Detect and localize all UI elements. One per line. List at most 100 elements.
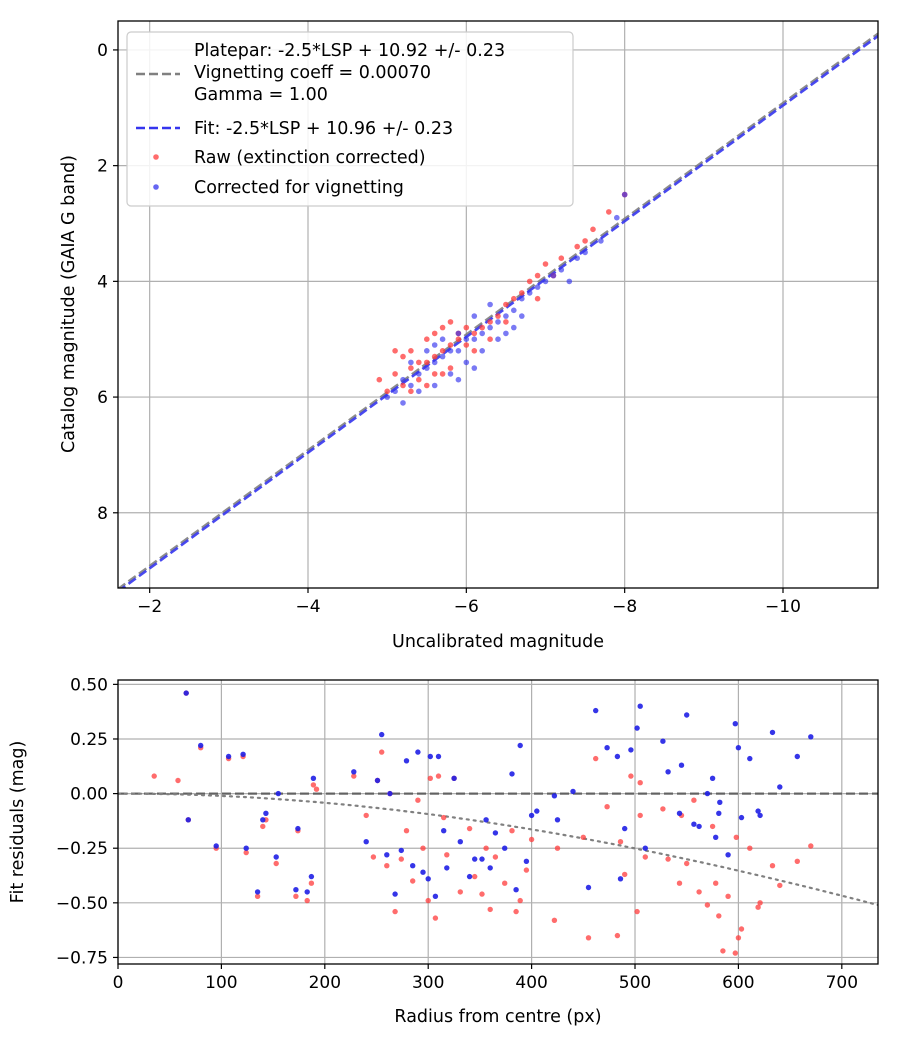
legend: Platepar: -2.5*LSP + 10.92 +/- 0.23 Vign… — [126, 31, 574, 207]
corrected-point — [534, 808, 540, 814]
corrected-point — [509, 771, 515, 777]
corrected-point — [431, 342, 438, 348]
raw-point — [585, 935, 592, 941]
raw-point — [447, 319, 454, 325]
raw-point — [735, 935, 742, 941]
x-tick-label: −2 — [137, 597, 162, 617]
corrected-point — [717, 799, 723, 805]
corrected-point — [444, 865, 450, 871]
corrected-point — [582, 249, 588, 256]
corrected-point — [598, 238, 604, 244]
corrected-point — [691, 821, 697, 827]
raw-point — [637, 780, 643, 786]
corrected-point — [416, 388, 422, 395]
raw-point — [439, 348, 446, 354]
raw-point — [713, 880, 719, 886]
raw-point — [483, 845, 489, 851]
raw-point — [466, 825, 473, 832]
corrected-point — [511, 324, 517, 331]
x-tick-label: 500 — [619, 973, 651, 993]
corrected-point — [621, 191, 628, 198]
raw-point — [370, 854, 377, 860]
corrected-point — [725, 852, 731, 858]
corrected-point — [310, 775, 317, 781]
raw-point — [424, 336, 430, 343]
raw-point — [403, 828, 410, 834]
raw-point — [691, 797, 697, 803]
raw-point — [574, 243, 580, 250]
legend-corrected-label: Corrected for vignetting — [194, 178, 404, 198]
corrected-point — [441, 828, 447, 834]
corrected-point — [574, 255, 580, 261]
top-y-axis-label: Catalog magnitude (GAIA G band) — [59, 155, 79, 453]
raw-point — [526, 278, 533, 285]
x-tick-label: 300 — [412, 973, 444, 993]
raw-point — [441, 814, 447, 821]
raw-point — [151, 773, 157, 779]
raw-point — [427, 775, 433, 781]
raw-point — [463, 324, 470, 331]
y-tick-label: 6 — [97, 388, 108, 408]
raw-point — [614, 932, 621, 939]
corrected-point — [585, 884, 592, 891]
raw-point — [495, 313, 501, 319]
raw-point — [716, 913, 722, 919]
corrected-point — [676, 810, 683, 816]
raw-point — [696, 889, 702, 895]
raw-point — [431, 371, 438, 377]
raw-point — [408, 388, 414, 395]
corrected-point — [471, 336, 478, 343]
x-tick-label: −8 — [612, 597, 637, 617]
x-tick-label: −4 — [295, 597, 320, 617]
x-tick-label: −6 — [454, 597, 479, 617]
corrected-point — [747, 755, 753, 762]
raw-point — [455, 336, 462, 343]
raw-point — [310, 782, 317, 788]
vignetting-model-curve — [118, 792, 878, 907]
raw-point — [606, 209, 612, 215]
raw-point — [479, 891, 485, 897]
raw-point — [398, 856, 404, 862]
raw-point — [593, 755, 599, 762]
raw-point — [457, 889, 463, 895]
corrected-point — [463, 336, 470, 343]
raw-point — [425, 897, 431, 904]
corrected-point — [777, 784, 783, 790]
corrected-point — [379, 731, 385, 738]
raw-point — [379, 749, 385, 755]
raw-point — [444, 852, 450, 858]
corrected-point — [769, 729, 776, 736]
raw-point — [604, 804, 610, 810]
corrected-point — [794, 753, 800, 760]
raw-point — [447, 365, 454, 371]
corrected-point — [622, 825, 628, 832]
corrected-point — [439, 353, 446, 360]
corrected-point — [628, 747, 634, 753]
raw-point — [408, 348, 414, 354]
raw-point — [432, 915, 439, 921]
raw-point — [384, 863, 390, 869]
corrected-point — [660, 738, 666, 744]
corrected-point — [593, 707, 599, 714]
raw-point — [293, 893, 299, 899]
corrected-point — [387, 790, 393, 797]
corrected-point — [642, 845, 648, 851]
corrected-point — [432, 893, 439, 899]
corrected-point — [479, 856, 485, 862]
raw-point — [590, 226, 596, 233]
raw-point — [720, 948, 726, 954]
raw-point — [542, 261, 549, 267]
corrected-point — [495, 336, 501, 343]
raw-point — [747, 845, 753, 851]
corrected-point — [735, 745, 742, 751]
top-ticks: −2 −4 −6 −8 −10 0 2 4 6 8 — [97, 41, 801, 617]
bottom-plot: 0 100 200 300 400 500 600 700 0.50 0.25 0.00 −0.25 −… — [8, 675, 879, 1027]
legend-fit-label: Fit: -2.5*LSP + 10.96 +/- 0.23 — [194, 119, 453, 139]
corrected-point — [260, 817, 266, 823]
corrected-point — [392, 388, 398, 395]
raw-point — [704, 902, 711, 908]
raw-point — [243, 849, 249, 856]
raw-point — [511, 295, 517, 302]
corrected-point — [451, 775, 457, 781]
raw-point — [439, 324, 446, 331]
